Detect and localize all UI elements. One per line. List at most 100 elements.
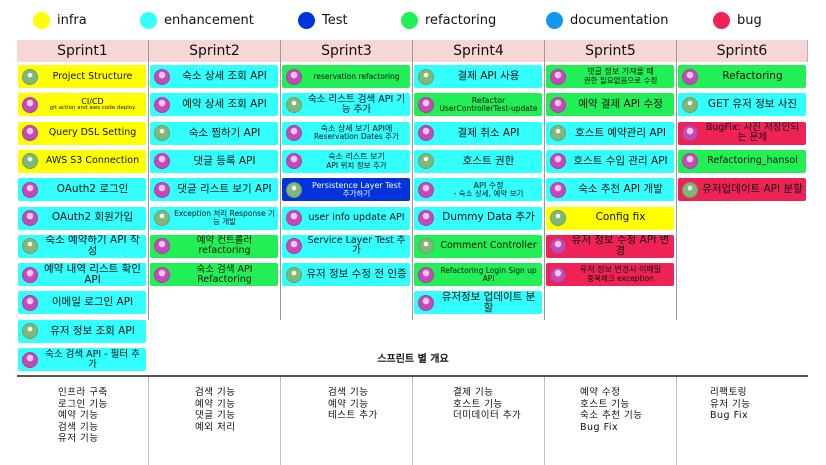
issue-card[interactable]: 숙소 추천 API 개발 bbox=[546, 178, 674, 202]
legend-label: infra bbox=[57, 12, 87, 28]
issue-card[interactable]: CI/CD git action and aws code deploy bbox=[18, 93, 146, 117]
issue-title: 숙소 상세 조회 API bbox=[174, 70, 278, 82]
column-divider bbox=[280, 40, 281, 320]
issue-card[interactable]: 유저 정보 수정 전 인증 bbox=[282, 263, 410, 287]
issue-card[interactable]: Persistence Layer Test 추가하기 bbox=[282, 178, 410, 202]
overview-line: 예약 기능 bbox=[328, 398, 369, 410]
issue-card[interactable]: OAuth2 회원가입 bbox=[18, 206, 146, 230]
assignee-avatar bbox=[154, 96, 170, 113]
sprint-header-1: Sprint1 bbox=[17, 40, 149, 62]
assignee-avatar bbox=[154, 125, 170, 142]
column-divider bbox=[676, 40, 677, 320]
issue-card[interactable]: 유저 정보 조회 API bbox=[18, 319, 146, 343]
issue-title: reservation refactoring bbox=[306, 72, 410, 81]
issue-title-text: 숙소 리스트 검색 API 기능 추가 bbox=[307, 93, 406, 115]
overview-sprint-3: 검색 기능 예약 기능 테스트 추가 bbox=[328, 387, 378, 422]
issue-card[interactable]: 호스트 권한 bbox=[414, 149, 542, 173]
issue-card[interactable]: 숙소 예약하기 API 작성 bbox=[18, 234, 146, 258]
issue-card[interactable]: 숙소 리스트 검색 API 기능 추가 bbox=[282, 93, 410, 117]
issue-card[interactable]: API 수정 - 숙소 상세, 예약 보기 bbox=[414, 178, 542, 202]
legend-item-refactoring: refactoring bbox=[401, 8, 496, 32]
overview-line: 검색 기능 bbox=[58, 421, 99, 433]
issue-card[interactable]: 예약 컨트롤러 refactoring bbox=[150, 234, 278, 258]
assignee-avatar bbox=[22, 153, 38, 170]
issue-title-text: 댓글 정보 가져올 때 bbox=[587, 67, 654, 77]
sprint-header-5: Sprint5 bbox=[545, 40, 677, 62]
issue-card[interactable]: BugFix: 사진 저장안되는 문제 bbox=[678, 121, 806, 145]
issue-card[interactable]: 숙소 검색 API Refactoring bbox=[150, 263, 278, 287]
issue-card[interactable]: user info update API bbox=[282, 206, 410, 230]
issue-card[interactable]: 예약 상세 조회 API bbox=[150, 93, 278, 117]
issue-title: Project Structure bbox=[42, 71, 146, 82]
overview-divider-vertical bbox=[412, 377, 413, 465]
issue-title: Refactoring_hansol bbox=[702, 156, 806, 166]
issue-title: user info update API bbox=[306, 213, 410, 223]
issue-card[interactable]: 댓글 정보 가져올 때 권한 필요없음으로 수정 bbox=[546, 65, 674, 88]
issue-card[interactable]: 숙소 찜하기 API bbox=[150, 121, 278, 145]
issue-card[interactable]: 호스트 수입 관리 API bbox=[546, 149, 674, 173]
issue-card[interactable]: Exception 처리 Response 기능 개발 bbox=[150, 206, 278, 230]
assignee-avatar bbox=[22, 96, 38, 113]
issue-card[interactable]: 유저정보 업데이트 분할 bbox=[414, 291, 542, 315]
issue-card[interactable]: 숙소 리스트 보기 API 위치 정보 추가 bbox=[282, 149, 410, 173]
issue-title: 숙소 추천 API 개발 bbox=[570, 184, 674, 195]
overview-line: 로그인 기능 bbox=[58, 398, 108, 410]
issue-card[interactable]: 유저 정보 수정 API 변경 bbox=[546, 234, 674, 258]
issue-title-text: 결제 취소 API bbox=[457, 126, 520, 139]
issue-card[interactable]: 숙소 검색 API - 필터 추가 bbox=[18, 348, 146, 371]
issue-card[interactable]: 결제 취소 API bbox=[414, 121, 542, 145]
issue-title-text: 댓글 리스트 보기 API bbox=[177, 183, 272, 196]
assignee-avatar bbox=[550, 96, 566, 113]
issue-card[interactable]: reservation refactoring bbox=[282, 65, 410, 88]
assignee-avatar bbox=[154, 210, 170, 226]
assignee-avatar bbox=[154, 266, 170, 283]
issue-card[interactable]: Comment Controller bbox=[414, 234, 542, 258]
issue-card[interactable]: Dummy Data 추가 bbox=[414, 206, 542, 230]
overview-line: 예외 처리 bbox=[195, 421, 236, 433]
issue-title: OAuth2 회원가입 bbox=[42, 212, 146, 223]
assignee-avatar bbox=[550, 125, 566, 142]
overview-sprint-5: 예약 수정 호스트 기능 숙소 추천 기능 Bug Fix bbox=[580, 387, 642, 433]
issue-card[interactable]: 댓글 리스트 보기 API bbox=[150, 178, 278, 202]
issue-card[interactable]: GET 유저 정보 사진 bbox=[678, 93, 806, 117]
issue-card[interactable]: Refactoring Login Sign up API bbox=[414, 263, 542, 287]
assignee-avatar bbox=[418, 294, 434, 311]
issue-title-text: 숙소 상세 보기 API에 bbox=[320, 123, 393, 133]
issue-title-text: 예약 상세 조회 API bbox=[182, 98, 267, 111]
issue-card[interactable]: 유저 정보 변경시 이메일 중복체크 exception bbox=[546, 263, 674, 287]
issue-title: BugFix: 사진 저장안되는 문제 bbox=[702, 123, 806, 143]
issue-card[interactable]: 숙소 상세 보기 API에 Reservation Dates 추가 bbox=[282, 121, 410, 145]
issue-title: API 수정 - 숙소 상세, 예약 보기 bbox=[438, 181, 542, 198]
issue-card[interactable]: Project Structure bbox=[18, 65, 146, 88]
overview-sprint-6: 리팩토링 유저 기능 Bug Fix bbox=[710, 387, 750, 422]
issue-title: 예약 내역 리스트 확인 API bbox=[42, 263, 146, 286]
sprint-board: Sprint1 Project Structure CI/CD git action … bbox=[17, 40, 808, 371]
issue-title: 호스트 예약관리 API bbox=[570, 127, 674, 139]
overview-line: 유저 기능 bbox=[58, 433, 99, 444]
issue-card[interactable]: Query DSL Setting bbox=[18, 121, 146, 145]
issue-card[interactable]: 이메일 로그인 API bbox=[18, 291, 146, 315]
issue-title: 호스트 권한 bbox=[438, 155, 542, 167]
issue-card[interactable]: Service Layer Test 추가 bbox=[282, 234, 410, 258]
issue-card[interactable]: 호스트 예약관리 API bbox=[546, 121, 674, 145]
issue-card[interactable]: Refactoring_hansol bbox=[678, 149, 806, 173]
legend-label: documentation bbox=[570, 12, 669, 28]
issue-card[interactable]: 댓글 등록 API bbox=[150, 149, 278, 173]
issue-title: 예약 컨트롤러 refactoring bbox=[174, 236, 278, 256]
sprint-header-3: Sprint3 bbox=[281, 40, 413, 62]
issue-title-text: 유저 정보 수정 API 변경 bbox=[571, 234, 670, 258]
issue-subtitle: Reservation Dates 추가 bbox=[314, 132, 399, 142]
issue-card[interactable]: AWS S3 Connection bbox=[18, 149, 146, 173]
issue-card[interactable]: 유저업데이트 API 분할 bbox=[678, 178, 806, 202]
issue-card[interactable]: Refactor UserControllerTest-update bbox=[414, 93, 542, 117]
issue-title-text: Persistence Layer Test bbox=[312, 180, 401, 190]
issue-title: Refactoring bbox=[702, 70, 806, 82]
assignee-avatar bbox=[418, 238, 434, 255]
issue-card[interactable]: OAuth2 로그인 bbox=[18, 178, 146, 202]
issue-card[interactable]: 숙소 상세 조회 API bbox=[150, 65, 278, 88]
issue-card[interactable]: 결제 API 사용 bbox=[414, 65, 542, 88]
issue-card[interactable]: 예약 결제 API 수정 bbox=[546, 93, 674, 117]
issue-card[interactable]: Config fix bbox=[546, 206, 674, 230]
issue-card[interactable]: 예약 내역 리스트 확인 API bbox=[18, 263, 146, 287]
issue-card[interactable]: Refactoring bbox=[678, 65, 806, 88]
